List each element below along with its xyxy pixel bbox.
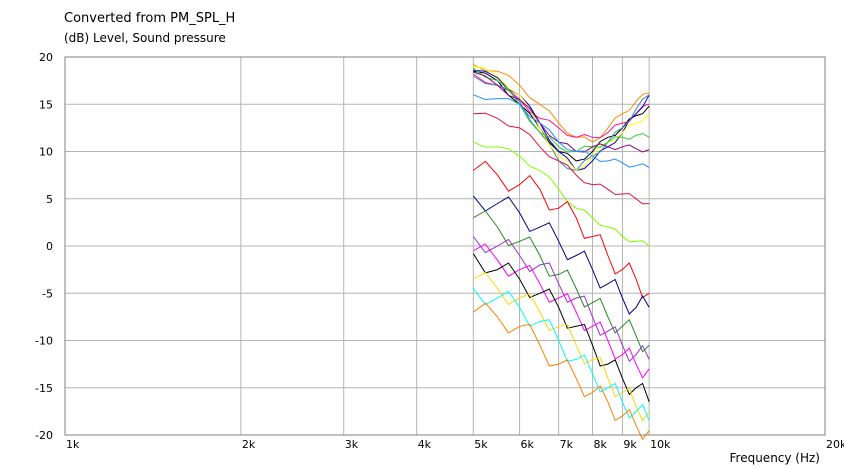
series-line [472,288,650,421]
series-line [472,195,650,315]
series-line [473,112,650,205]
x-tick-label: 9k [623,438,637,451]
x-tick-label: 8k [594,438,608,451]
y-tick-label: 0 [46,240,53,253]
x-axis-label: Frequency (Hz) [730,451,821,465]
y-tick-label: 5 [46,193,53,206]
x-tick-labels: 1k 2k 3k 4k 5k 6k 7k 8k 9k 10k 20k [66,438,844,451]
x-tick-label: 20k [826,438,844,451]
y-tick-label: 10 [39,146,53,159]
y-axis-label: (dB) Level, Sound pressure [64,31,226,45]
y-tick-label: -10 [35,335,53,348]
y-tick-label: -5 [42,287,53,300]
series-line [473,271,650,422]
series-line [473,302,650,441]
series-line [473,66,650,172]
y-tick-label: -15 [35,382,53,395]
series-line [473,160,650,299]
series-line [473,243,650,379]
x-tick-label: 4k [418,438,432,451]
series-line [472,236,650,363]
y-tick-labels: 20 15 10 5 0 -5 -10 -15 -20 [35,51,53,442]
series-line [473,141,650,247]
y-tick-label: -20 [35,429,53,442]
y-tick-label: 20 [39,51,53,64]
x-tick-label: 1k [66,438,80,451]
y-tick-label: 15 [39,98,53,111]
x-tick-label: 2k [242,438,256,451]
x-tick-label: 7k [560,438,574,451]
x-tick-label: 3k [345,438,359,451]
plot-frame [64,56,826,436]
grid [64,56,826,436]
chart-title: Converted from PM_SPL_H [64,11,236,26]
series-line [473,73,650,139]
x-tick-label: 10k [650,438,671,451]
series-line [473,94,650,169]
series-layer [472,64,650,441]
x-tick-label: 5k [474,438,488,451]
series-line [472,253,650,403]
x-tick-label: 6k [521,438,535,451]
